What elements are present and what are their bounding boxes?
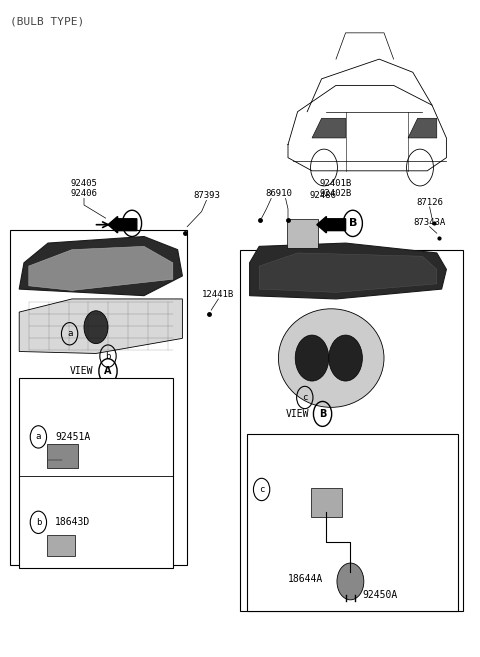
Text: (BULB TYPE): (BULB TYPE) bbox=[10, 16, 84, 26]
FancyBboxPatch shape bbox=[47, 535, 75, 556]
Circle shape bbox=[329, 335, 362, 381]
Text: b: b bbox=[36, 518, 41, 527]
Text: 92451A: 92451A bbox=[55, 432, 90, 442]
Text: 86910: 86910 bbox=[265, 189, 292, 198]
FancyArrow shape bbox=[108, 217, 137, 233]
Polygon shape bbox=[250, 243, 446, 299]
Text: 87343A: 87343A bbox=[413, 217, 446, 227]
Text: c: c bbox=[259, 485, 264, 494]
Text: A: A bbox=[128, 218, 136, 229]
FancyBboxPatch shape bbox=[10, 230, 187, 565]
Polygon shape bbox=[19, 299, 182, 353]
Text: b: b bbox=[105, 351, 111, 361]
FancyBboxPatch shape bbox=[247, 434, 458, 611]
Text: c: c bbox=[302, 393, 308, 402]
Text: 92450A: 92450A bbox=[362, 589, 397, 600]
Polygon shape bbox=[19, 237, 182, 296]
Circle shape bbox=[337, 563, 364, 600]
Text: VIEW: VIEW bbox=[70, 366, 93, 376]
FancyBboxPatch shape bbox=[47, 444, 78, 468]
Text: 12441B: 12441B bbox=[202, 290, 235, 299]
Polygon shape bbox=[312, 118, 346, 138]
Text: 87393: 87393 bbox=[193, 191, 220, 200]
FancyArrow shape bbox=[317, 217, 346, 233]
Text: a: a bbox=[67, 329, 72, 338]
Polygon shape bbox=[408, 118, 437, 138]
Circle shape bbox=[295, 335, 329, 381]
FancyBboxPatch shape bbox=[311, 488, 342, 517]
Polygon shape bbox=[29, 246, 173, 290]
Text: a: a bbox=[36, 432, 41, 442]
Text: VIEW: VIEW bbox=[286, 409, 309, 419]
FancyBboxPatch shape bbox=[240, 250, 463, 611]
Text: 18643D: 18643D bbox=[55, 517, 90, 528]
Text: 92405
92406: 92405 92406 bbox=[71, 179, 97, 198]
Text: 92401B
92402B: 92401B 92402B bbox=[320, 179, 352, 198]
Text: B: B bbox=[319, 409, 326, 419]
Circle shape bbox=[84, 311, 108, 344]
Ellipse shape bbox=[278, 309, 384, 407]
Text: 92486: 92486 bbox=[310, 191, 336, 200]
FancyBboxPatch shape bbox=[19, 378, 173, 568]
Polygon shape bbox=[259, 253, 437, 292]
Text: A: A bbox=[104, 366, 112, 376]
FancyBboxPatch shape bbox=[287, 219, 318, 248]
Text: 18644A: 18644A bbox=[288, 574, 323, 585]
Text: B: B bbox=[348, 218, 357, 229]
Text: 87126: 87126 bbox=[416, 198, 443, 207]
